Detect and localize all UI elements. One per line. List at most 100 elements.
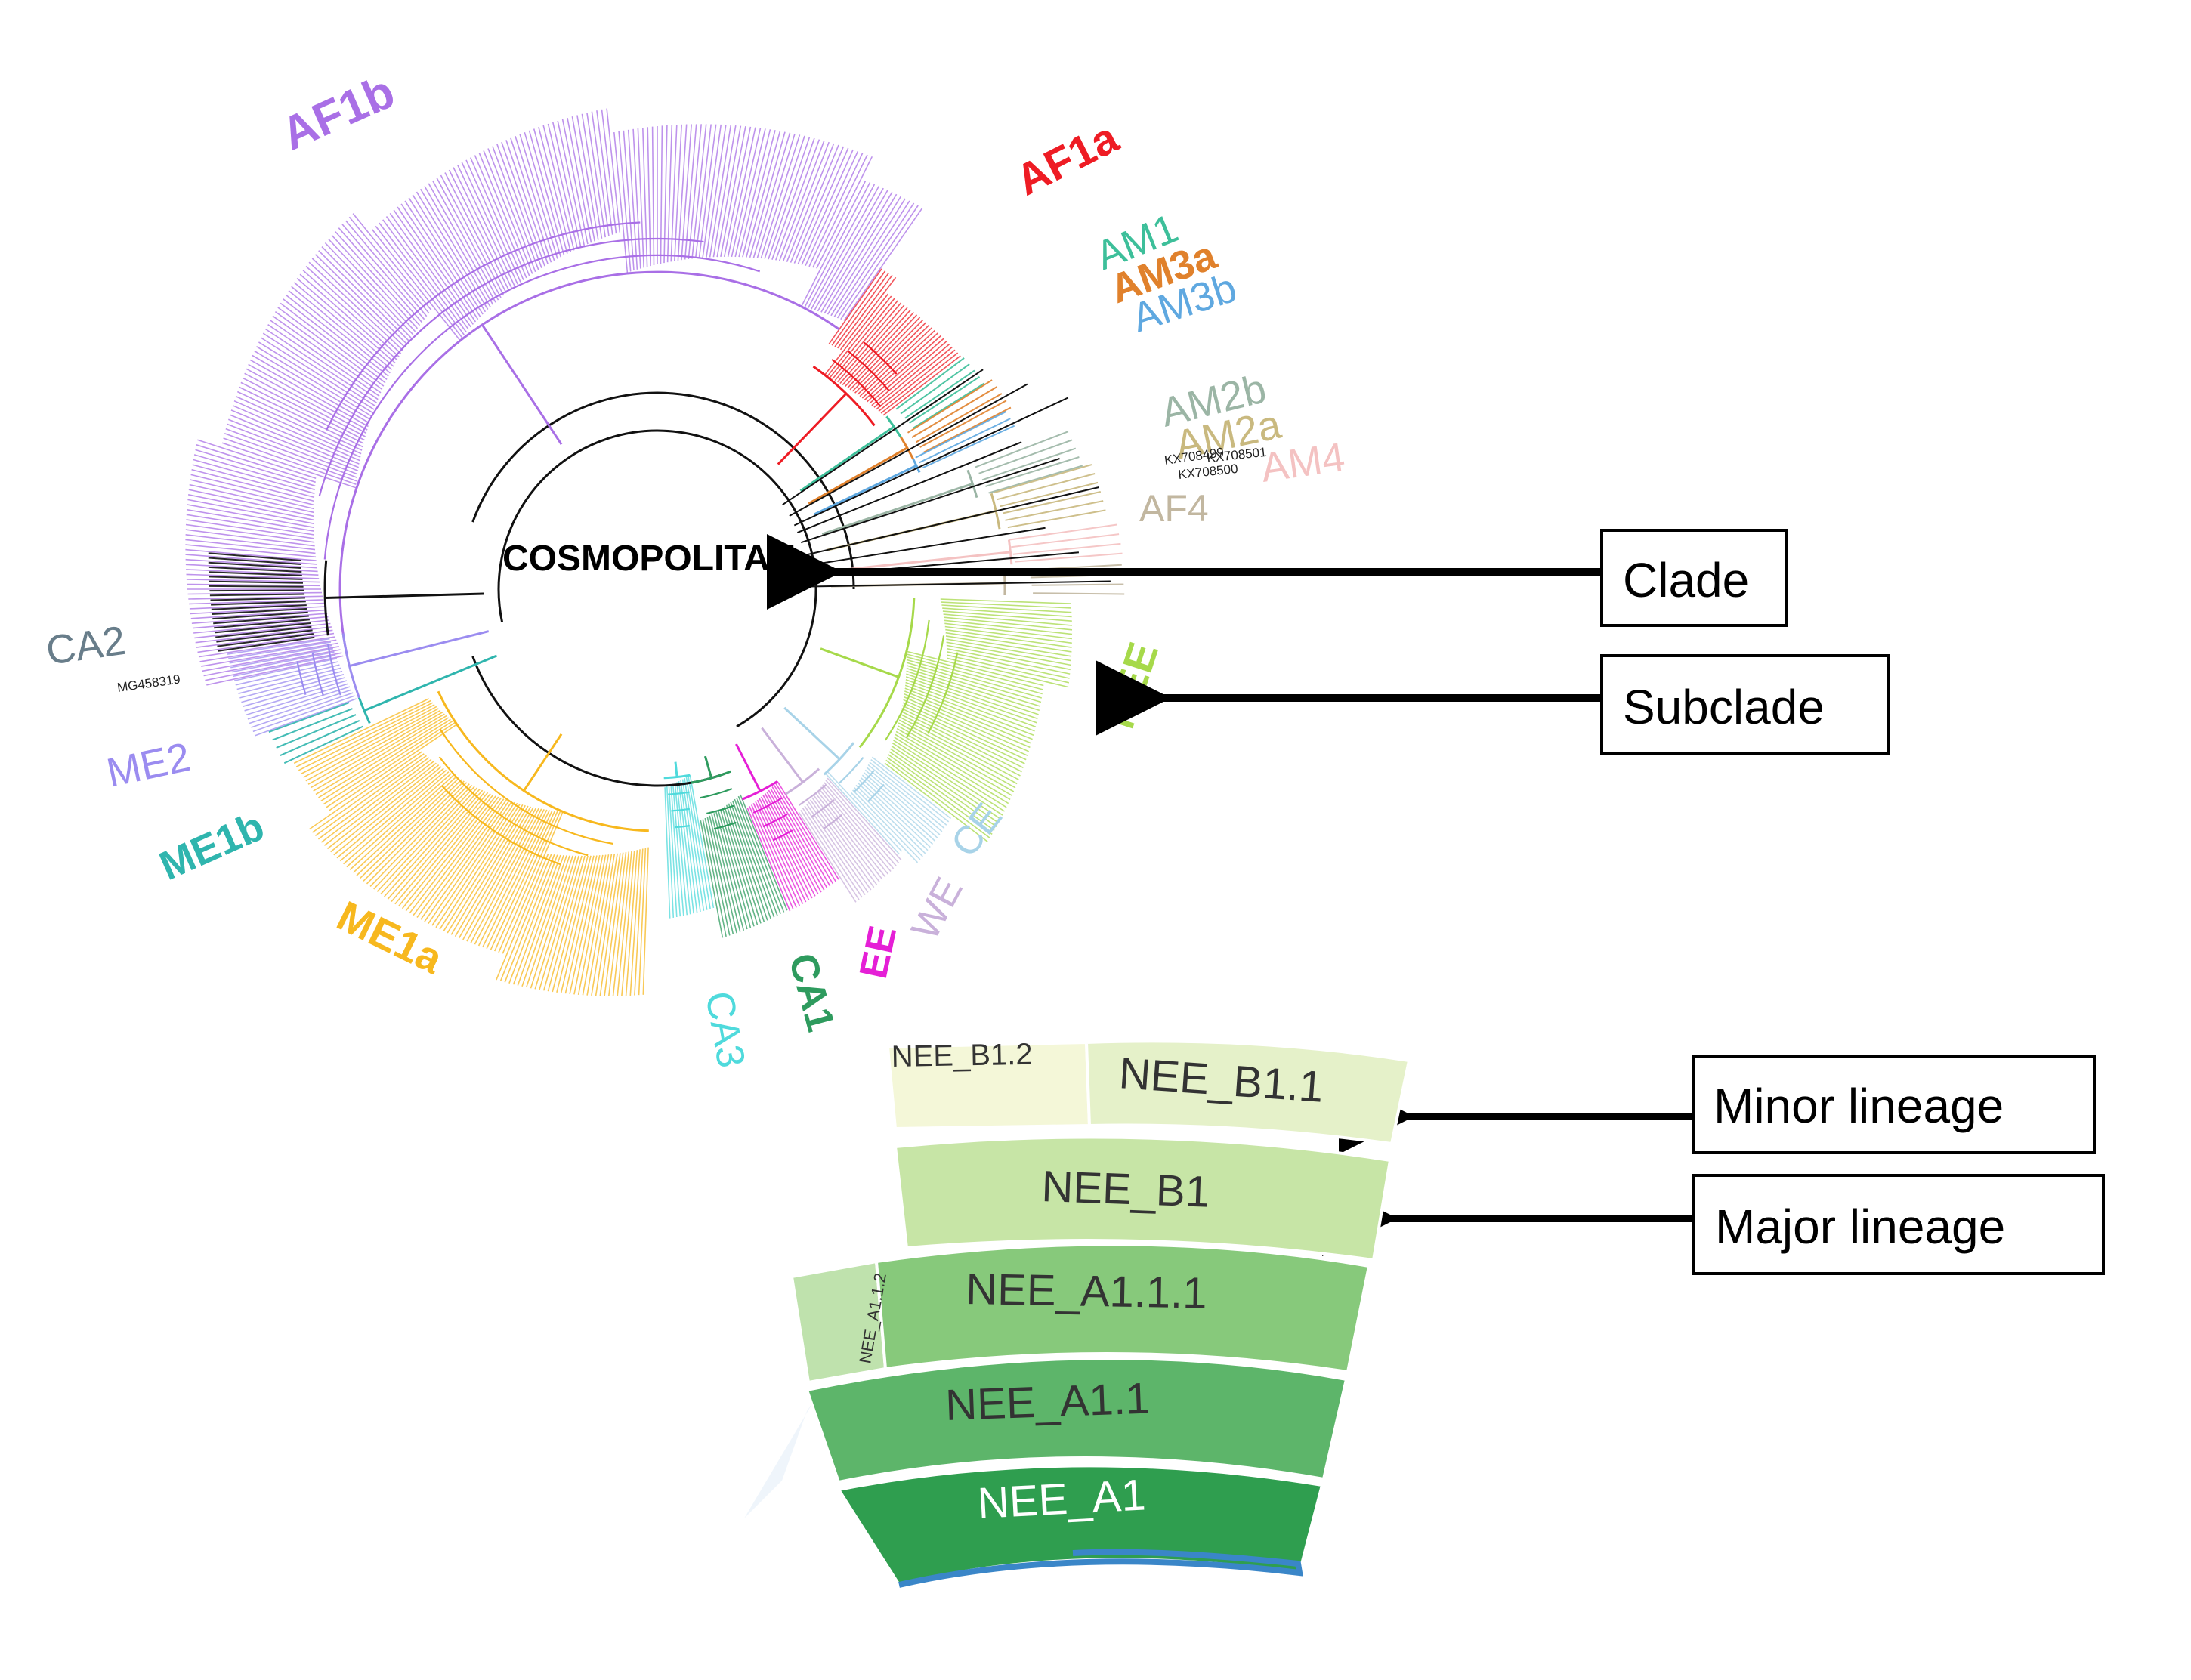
leaf-ca2 (215, 625, 312, 638)
leaf-am3a (915, 393, 1003, 443)
leaf-af4 (1033, 592, 1125, 595)
leaf-af1b (197, 632, 335, 653)
leaf-me1a (486, 810, 553, 950)
sub-branch-af1a (831, 359, 882, 407)
leaf-af1b (348, 216, 430, 314)
leaf-af1b (492, 146, 539, 270)
leaf-af1b (775, 139, 820, 261)
leaf-nee (903, 699, 1028, 756)
leaf-am2b (985, 456, 1080, 487)
leaf-af1a (849, 317, 921, 391)
sub-branch-ee (752, 797, 783, 814)
leaf-nee (901, 708, 1024, 769)
leaf-af1b (221, 442, 357, 489)
leaf-am3a (911, 386, 998, 438)
leaf-nee (893, 740, 1006, 812)
leaf-af1b (196, 444, 316, 483)
leaf-af1b (734, 128, 766, 258)
leaf-af1b (738, 129, 771, 258)
leaf-af1a (845, 311, 914, 388)
leaf-me2 (228, 641, 332, 659)
leaf-af1b (428, 183, 496, 303)
sub-branch-nee (927, 652, 959, 734)
leaf-af1b (804, 182, 871, 308)
leaf-me1a (293, 698, 429, 764)
leaf-me1a (363, 780, 465, 882)
lineage-label-nee-b1-2: NEE_B1.2 (891, 1038, 1033, 1073)
leaf-af1b (187, 494, 314, 521)
leaf-nee (944, 625, 1072, 644)
leaf-af1b (198, 636, 335, 658)
leaf-af1b (623, 130, 635, 271)
leaf-af1b (187, 591, 323, 595)
subclade-label-me1a: ME1a (330, 891, 451, 983)
leaf-af1b (404, 200, 481, 317)
leaf-af1b (194, 622, 331, 639)
stem-me1a (523, 733, 563, 792)
leaf-nee (946, 638, 1071, 662)
lineage-segment-nee-b1-1 (1084, 1039, 1411, 1146)
sub-branch-me2 (311, 652, 324, 696)
leaf-af1b (637, 128, 644, 268)
leaf-af1b (793, 146, 845, 264)
sub-branch-we (810, 798, 835, 818)
leaf-af1b (244, 372, 366, 437)
leaf-af1b (185, 534, 316, 551)
leaf-me1a (595, 853, 618, 996)
leaf-af1b (186, 579, 320, 583)
leaf-me2 (238, 667, 341, 694)
leaf-af1a (864, 332, 938, 400)
leaf-af1a (876, 346, 953, 410)
leaf-af1b (647, 127, 651, 267)
leaf-me2 (249, 689, 352, 724)
leaf-me1a (366, 782, 468, 885)
leaf-af1b (817, 190, 888, 312)
leaf-af1b (201, 642, 338, 667)
leaf-nee (895, 730, 1011, 801)
leaf-ee (764, 793, 819, 895)
leaf-af1a (867, 335, 941, 403)
leaf-ca2 (210, 597, 306, 601)
leaf-af1b (591, 111, 610, 236)
leaf-nee (895, 733, 1009, 804)
branch-arc-af1b (338, 270, 840, 656)
leaf-af1b (552, 122, 582, 248)
leaf-ce (863, 772, 938, 838)
leaf-nee (892, 743, 1003, 816)
leaf-af1b (720, 126, 746, 258)
leaf-nee (946, 644, 1071, 671)
leaf-we (815, 792, 883, 880)
leaf-ca1 (737, 795, 785, 913)
leaf-af1b (827, 196, 902, 315)
leaf-me1a (612, 851, 630, 996)
leaf-me1a (591, 854, 616, 996)
lineage-label-nee-a1-1-1: NEE_A1.1.1 (966, 1265, 1207, 1318)
leaf-me2 (236, 664, 340, 690)
leaf-af1b (280, 302, 386, 384)
leaf-me1a (499, 854, 552, 981)
leaf-me1a (405, 795, 496, 912)
leaf-af1b (190, 479, 314, 510)
leaf-ee (755, 801, 804, 904)
subclade-box (1600, 654, 1890, 755)
leaf-ee (760, 796, 813, 899)
leaf-ce (869, 761, 947, 826)
leaf-af1b (230, 409, 360, 465)
leaf-ca3 (664, 787, 671, 919)
leaf-me1a (313, 713, 445, 792)
leaf-af1b (538, 127, 572, 252)
leaf-ee (766, 791, 822, 893)
leaf-af1a (851, 319, 924, 392)
leaf-me1a (443, 804, 524, 932)
leaf-me1a (435, 802, 518, 928)
leaf-ca1 (736, 797, 781, 914)
leaf-we (825, 780, 900, 864)
leaf-af1b (311, 258, 406, 348)
leaf-nee (942, 610, 1072, 622)
leaf-me1a (439, 803, 521, 930)
leaf-af1b (187, 504, 314, 528)
background-wedge (744, 1397, 816, 1518)
leaf-ca1 (731, 800, 775, 918)
sub-branch-ee (772, 829, 793, 842)
